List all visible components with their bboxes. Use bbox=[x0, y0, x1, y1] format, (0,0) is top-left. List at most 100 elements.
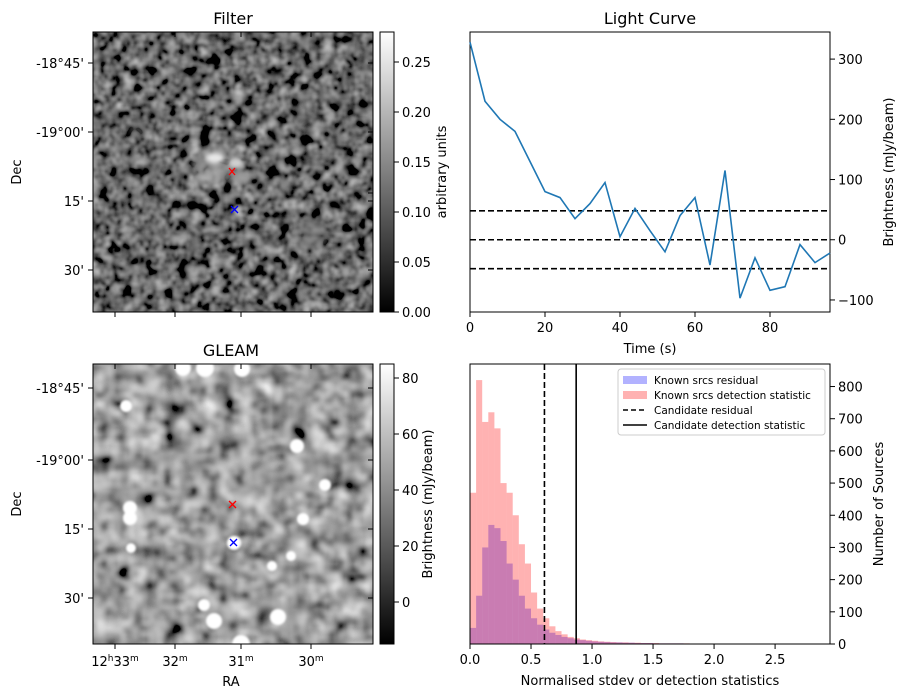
y-tick-label: 200 bbox=[838, 574, 863, 589]
colorbar-tick-label: 20 bbox=[402, 540, 419, 555]
gleam-y-ticks: -18°45' -19°00' 15' 30' bbox=[36, 382, 373, 607]
colorbar-tick-label: 0.00 bbox=[402, 306, 431, 321]
y-tick-label: -18°45' bbox=[36, 382, 84, 397]
y-tick-label: 30' bbox=[64, 592, 84, 607]
y-tick-label: -18°45' bbox=[36, 57, 84, 72]
histogram-bar bbox=[592, 641, 599, 644]
legend-box bbox=[617, 368, 826, 436]
lightcurve-y-ticks: −100 0 100 200 300 bbox=[830, 53, 874, 309]
y-tick-label: 800 bbox=[838, 381, 863, 396]
legend-label: Known srcs detection statistic bbox=[654, 390, 811, 402]
colorbar-tick-label: 80 bbox=[402, 372, 419, 387]
y-tick-label: 300 bbox=[838, 541, 863, 556]
filter-colorbar: 0.00 0.05 0.10 0.15 0.20 0.25 arbitrary units bbox=[379, 31, 450, 321]
gleam-ylabel: Dec bbox=[10, 491, 25, 516]
histogram-bar bbox=[567, 638, 574, 644]
histogram-bar bbox=[488, 412, 495, 644]
histogram-bar bbox=[579, 640, 586, 644]
y-tick-label: 0 bbox=[838, 638, 846, 653]
histogram-bar bbox=[628, 642, 635, 644]
gleam-marker-red bbox=[228, 500, 237, 509]
histogram-bar bbox=[488, 524, 495, 644]
histogram-bar bbox=[518, 595, 525, 644]
x-tick-label: 0.0 bbox=[460, 653, 481, 668]
y-tick-label: 30' bbox=[64, 264, 84, 279]
y-tick-label: -19°00' bbox=[36, 126, 84, 141]
y-tick-label: 400 bbox=[838, 509, 863, 524]
histogram-bar bbox=[506, 492, 513, 644]
histogram-xlabel: Normalised stdev or detection statistics bbox=[521, 674, 780, 689]
y-tick-label: -19°00' bbox=[36, 454, 84, 469]
gleam-title: GLEAM bbox=[203, 341, 259, 360]
histogram-bar bbox=[616, 642, 623, 644]
lightcurve-line bbox=[469, 42, 831, 299]
histogram-bar bbox=[476, 380, 483, 644]
histogram-bar bbox=[531, 618, 538, 644]
x-tick-label: 20 bbox=[537, 321, 554, 336]
y-tick-label: 15' bbox=[64, 195, 84, 210]
lightcurve-x-ticks: 0 20 40 60 80 bbox=[466, 312, 778, 336]
x-tick-label: 1.5 bbox=[643, 653, 664, 668]
x-tick-label: 32m bbox=[162, 654, 187, 670]
histogram-bar bbox=[604, 642, 611, 644]
histogram-bar bbox=[543, 618, 550, 644]
histogram-bar bbox=[494, 528, 501, 644]
histogram-x-ticks: 0.0 0.5 1.0 1.5 2.0 2.5 bbox=[460, 644, 785, 668]
x-tick-label: 60 bbox=[687, 321, 704, 336]
gleam-point-sources bbox=[120, 364, 331, 644]
histogram-bar bbox=[622, 642, 629, 644]
colorbar-tick-label: 0.05 bbox=[402, 256, 431, 271]
x-tick-label: 31m bbox=[228, 654, 253, 670]
histogram-bar bbox=[476, 595, 483, 644]
histogram-bar bbox=[500, 541, 507, 644]
colorbar-tick-label: 40 bbox=[402, 484, 419, 499]
histogram-ylabel: Number of Sources bbox=[872, 442, 887, 567]
gleam-markers bbox=[228, 500, 238, 547]
histogram-bar bbox=[494, 428, 501, 644]
histogram-bar bbox=[549, 632, 556, 644]
histogram-bar bbox=[616, 642, 623, 644]
histogram-bar bbox=[610, 642, 617, 644]
histogram-bar bbox=[555, 631, 562, 644]
y-tick-label: 100 bbox=[838, 174, 863, 189]
histogram-bar bbox=[482, 421, 489, 644]
histogram-y-ticks: 0 100 200 300 400 500 600 700 800 bbox=[830, 381, 863, 653]
legend-label: Candidate detection statistic bbox=[654, 420, 806, 432]
colorbar-tick-label: 0 bbox=[402, 596, 410, 611]
histogram-bar bbox=[512, 579, 519, 644]
filter-ylabel: Dec bbox=[10, 159, 25, 184]
gleam-image bbox=[93, 364, 373, 644]
gleam-panel: GLEAM -18°45' -19°00' 15' 30' 12h33m 32m 31m 3… bbox=[10, 341, 436, 690]
gleam-x-ticks: 12h33m 32m 31m 30m bbox=[91, 644, 324, 670]
y-tick-label: 700 bbox=[838, 413, 863, 428]
lightcurve-title: Light Curve bbox=[604, 9, 696, 28]
colorbar-tick-label: 0.10 bbox=[402, 206, 431, 221]
histogram-legend: Known srcs residual Known srcs detection … bbox=[617, 368, 826, 436]
histogram-bar bbox=[537, 608, 544, 644]
histogram-bar bbox=[470, 627, 477, 644]
legend-swatch bbox=[623, 376, 647, 384]
x-tick-label: 0.5 bbox=[521, 653, 542, 668]
histogram-bar bbox=[524, 563, 532, 644]
lightcurve-xlabel: Time (s) bbox=[623, 342, 677, 357]
histogram-bar bbox=[543, 629, 550, 644]
x-tick-label: 1.0 bbox=[582, 653, 603, 668]
histogram-bar bbox=[555, 634, 562, 644]
x-tick-label: 40 bbox=[612, 321, 629, 336]
legend-label: Known srcs residual bbox=[654, 375, 758, 387]
colorbar-tick-label: 0.15 bbox=[402, 156, 431, 171]
y-tick-label: 0 bbox=[838, 234, 846, 249]
y-tick-label: 600 bbox=[838, 445, 863, 460]
y-tick-label: 500 bbox=[838, 477, 863, 492]
filter-marker-red bbox=[228, 167, 236, 176]
y-tick-label: 100 bbox=[838, 606, 863, 621]
histogram-bar bbox=[585, 640, 593, 644]
histogram-bar bbox=[561, 634, 568, 644]
x-tick-label: 12h33m bbox=[91, 654, 139, 670]
histogram-bar bbox=[506, 563, 513, 644]
histogram-bar bbox=[567, 636, 574, 644]
histogram-bar bbox=[531, 592, 538, 644]
histogram-bar bbox=[585, 640, 593, 644]
histogram-bar bbox=[604, 641, 611, 644]
